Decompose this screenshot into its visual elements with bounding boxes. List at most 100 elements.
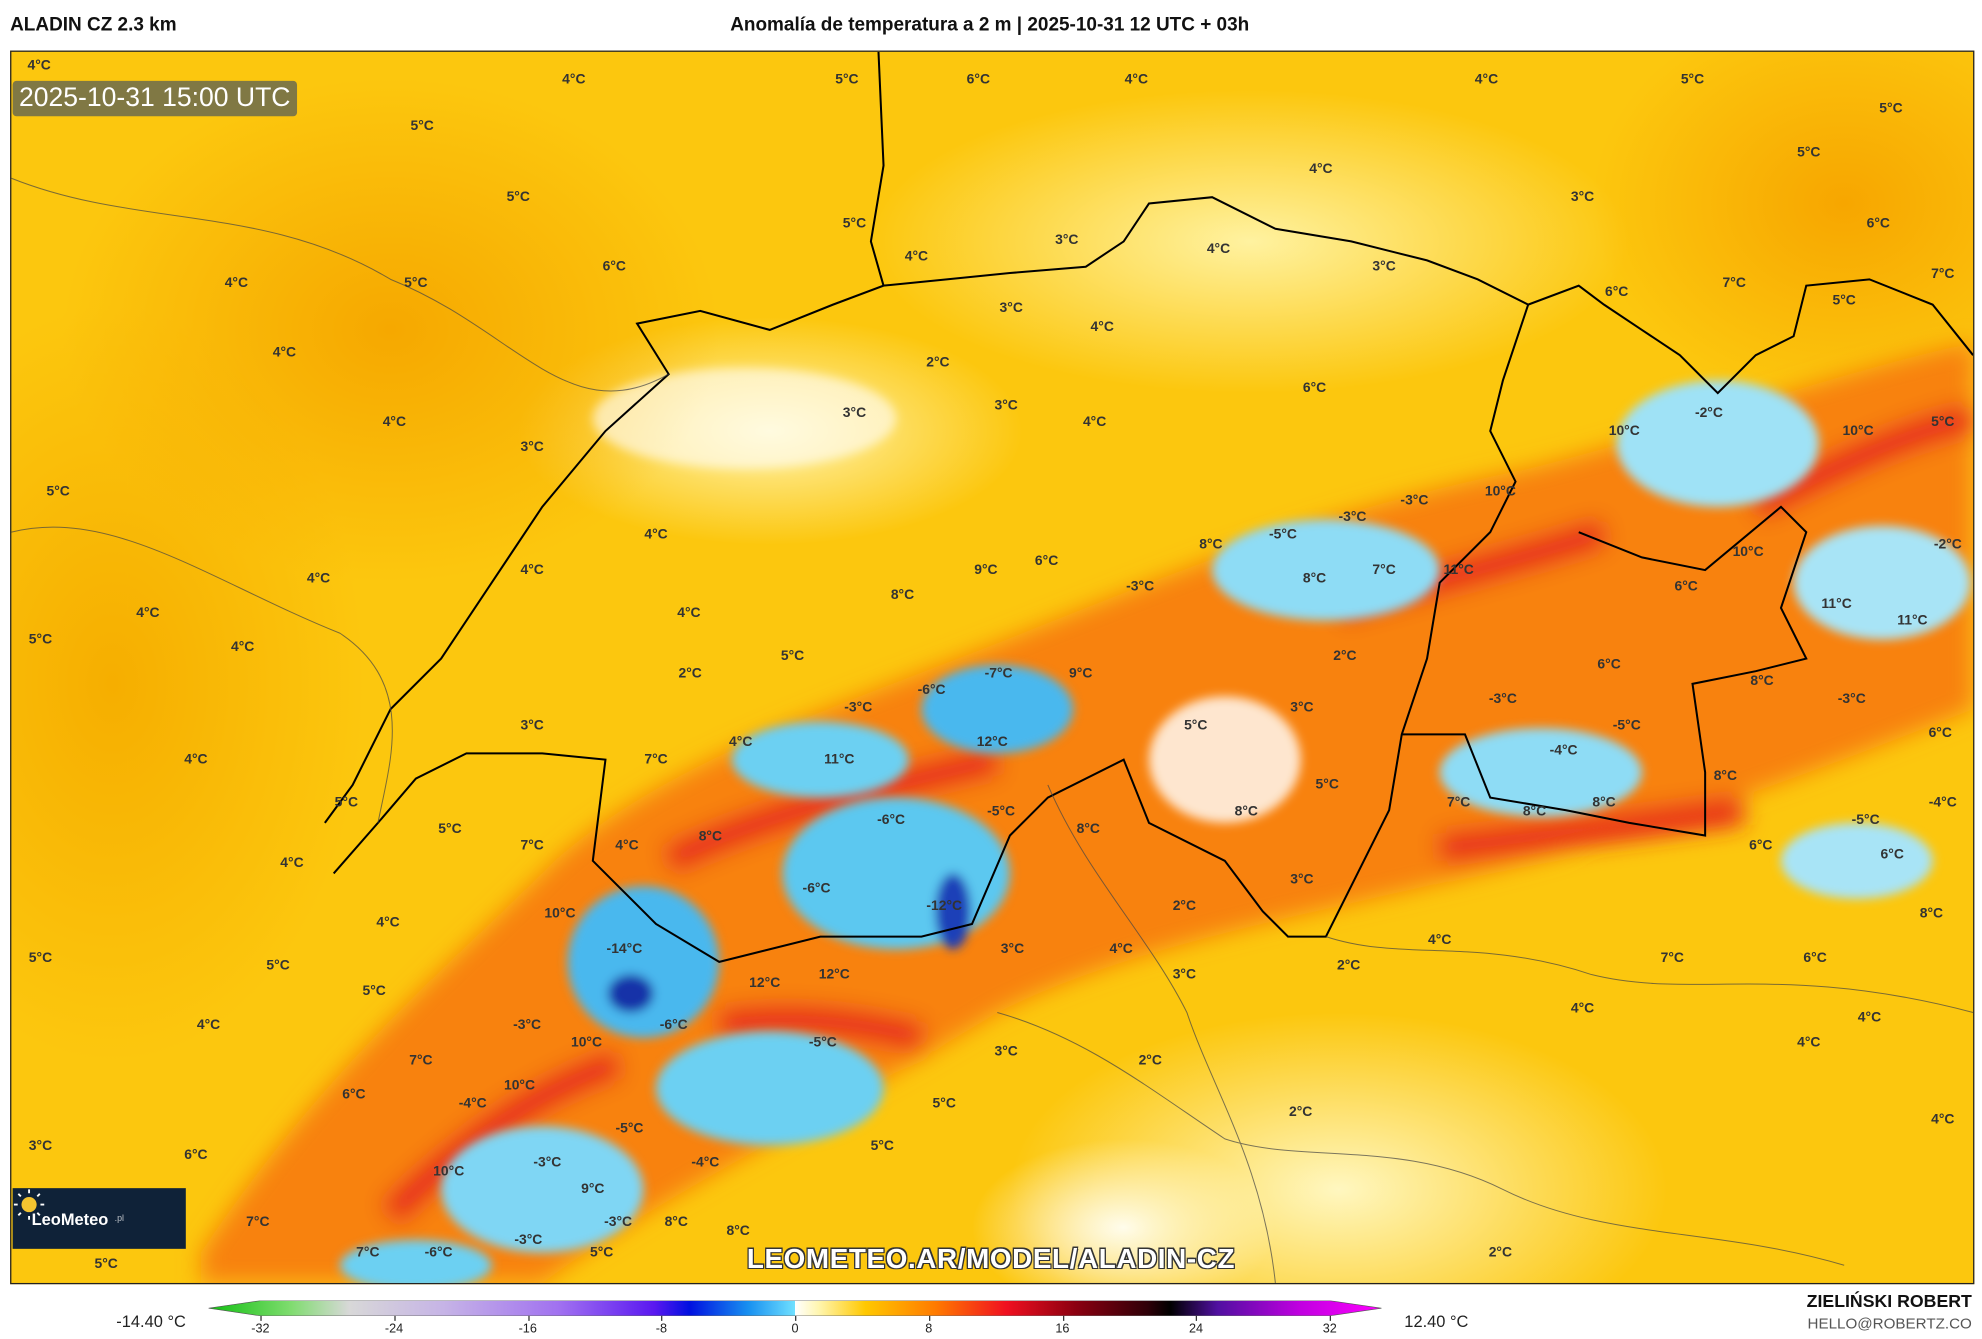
contour-label: 6°C — [184, 1147, 208, 1163]
contour-label: -3°C — [1400, 492, 1429, 509]
contour-label: 8°C — [1076, 821, 1100, 837]
contour-label: 7°C — [246, 1214, 270, 1230]
contour-label: 8°C — [1592, 795, 1616, 811]
contour-label: 6°C — [1803, 950, 1827, 966]
colorbar-tick-label: -32 — [251, 1322, 270, 1337]
contour-label: 5°C — [870, 1138, 894, 1155]
contour-label: 4°C — [729, 734, 753, 750]
contour-label: 3°C — [1372, 259, 1396, 275]
contour-label: 5°C — [334, 795, 359, 811]
contour-label: 4°C — [1797, 1035, 1821, 1051]
contour-label: 2°C — [1288, 1104, 1313, 1120]
contour-label: 4°C — [1931, 1112, 1955, 1128]
contour-label: -4°C — [1928, 795, 1957, 811]
contour-label: 5°C — [1680, 72, 1705, 88]
contour-label: 3°C — [1570, 189, 1595, 205]
contour-label: 8°C — [1750, 673, 1774, 689]
contour-label: 10°C — [433, 1164, 465, 1180]
colorbar-tick-mark — [527, 1315, 529, 1321]
contour-label: 3°C — [520, 439, 544, 456]
contour-label: 8°C — [664, 1214, 688, 1230]
contour-label: 5°C — [438, 821, 462, 837]
contour-label: -5°C — [987, 803, 1016, 820]
temperature-anomaly-map[interactable]: 4°C 4°C 5°C 6°C 4°C 4°C 5°C 5°C 5°C 5°C 4°C 5°C 3°C 5… — [10, 50, 1975, 1285]
contour-label: 10°C — [1842, 423, 1874, 439]
contour-label: 8°C — [1713, 768, 1738, 784]
contour-label: 8°C — [1234, 803, 1258, 820]
contour-label: 11°C — [824, 752, 855, 768]
contour-label: 4°C — [562, 72, 586, 88]
colorbar-tick-mark — [1196, 1315, 1198, 1321]
contour-label: 6°C — [1749, 838, 1773, 854]
map-field-layer — [11, 51, 1974, 1283]
contour-label: 2°C — [678, 666, 702, 682]
contour-label: 2°C — [1337, 958, 1361, 974]
contour-label: 5°C — [404, 275, 428, 291]
contour-label: 5°C — [506, 189, 530, 205]
contour-label: 5°C — [266, 958, 290, 974]
contour-label: -3°C — [514, 1232, 543, 1248]
contour-label: 7°C — [520, 838, 544, 854]
contour-label: 5°C — [835, 72, 859, 88]
contour-label: 5°C — [410, 118, 434, 134]
contour-label: 7°C — [356, 1245, 380, 1261]
contour-label: 2°C — [926, 355, 950, 371]
contour-label: -14°C — [606, 941, 643, 957]
colorbar-tick-label: -16 — [518, 1322, 537, 1337]
colorbar-tick-mark — [1062, 1315, 1064, 1321]
contour-label: 5°C — [28, 950, 53, 966]
contour-label: 4°C — [1570, 1001, 1595, 1017]
contour-label: -3°C — [604, 1214, 633, 1230]
contour-label: -2°C — [1694, 405, 1723, 421]
colorbar-tick-mark — [1329, 1315, 1331, 1321]
colorbar-tick-mark — [795, 1315, 797, 1321]
contour-label: -5°C — [1612, 717, 1641, 734]
region-borders — [11, 177, 1974, 1283]
contour-label: 7°C — [1722, 275, 1746, 291]
contour-label: -6°C — [877, 812, 906, 828]
contour-label: 7°C — [1372, 562, 1396, 578]
chart-title: Anomalía de temperatura a 2 m | 2025-10-… — [730, 13, 1250, 36]
contour-label: 3°C — [842, 405, 867, 421]
contour-label: 10°C — [544, 906, 576, 922]
author-email[interactable]: HELLO@ROBERTZ.CO — [1807, 1314, 1972, 1333]
contour-label: 5°C — [1184, 717, 1208, 734]
contour-label: 4°C — [1428, 932, 1452, 949]
contour-label: 6°C — [1034, 553, 1059, 569]
colorbar-tick-label: -8 — [655, 1322, 668, 1337]
contour-label: 5°C — [1315, 777, 1339, 793]
contour-label: 3°C — [1290, 872, 1314, 888]
contour-label: 4°C — [382, 414, 407, 430]
colorbar-tick-mark — [928, 1315, 930, 1321]
contour-label: 11°C — [1897, 613, 1928, 629]
contour-label: -5°C — [1851, 812, 1880, 828]
contour-label: 3°C — [1172, 966, 1197, 983]
contour-label: 7°C — [1660, 950, 1684, 966]
contour-label: 4°C — [520, 562, 544, 578]
contour-label: -2°C — [1933, 537, 1962, 553]
contour-label: 4°C — [615, 838, 639, 854]
contour-label: 9°C — [581, 1181, 605, 1198]
contour-label: -7°C — [984, 666, 1013, 682]
leometeo-logo[interactable]: LeoMeteo .pl — [12, 1188, 186, 1249]
contour-label: 4°C — [1474, 72, 1499, 88]
contour-label: 8°C — [1522, 803, 1547, 820]
contour-label: 5°C — [94, 1256, 118, 1272]
contour-label: 4°C — [224, 275, 249, 291]
author-credit: ZIELIŃSKI ROBERT — [1806, 1290, 1972, 1311]
colorbar-tick-mark — [260, 1315, 262, 1321]
contour-label: -5°C — [1268, 527, 1297, 543]
contour-label: 8°C — [1302, 571, 1327, 587]
contour-label: 4°C — [1082, 414, 1107, 430]
contour-label: -6°C — [802, 881, 831, 897]
contour-label: 6°C — [1597, 657, 1621, 673]
source-watermark: LEOMETEO.AR/MODEL/ALADIN-CZ — [746, 1242, 1236, 1275]
contour-label: 10°C — [1608, 423, 1640, 439]
contour-label: 4°C — [677, 605, 701, 621]
contour-label: 4°C — [280, 855, 304, 871]
contour-label: 8°C — [726, 1223, 750, 1239]
contour-label: 7°C — [1931, 266, 1955, 282]
contour-label: 4°C — [1857, 1009, 1882, 1026]
contour-label: 4°C — [1124, 72, 1149, 88]
contour-label: 5°C — [28, 632, 53, 648]
